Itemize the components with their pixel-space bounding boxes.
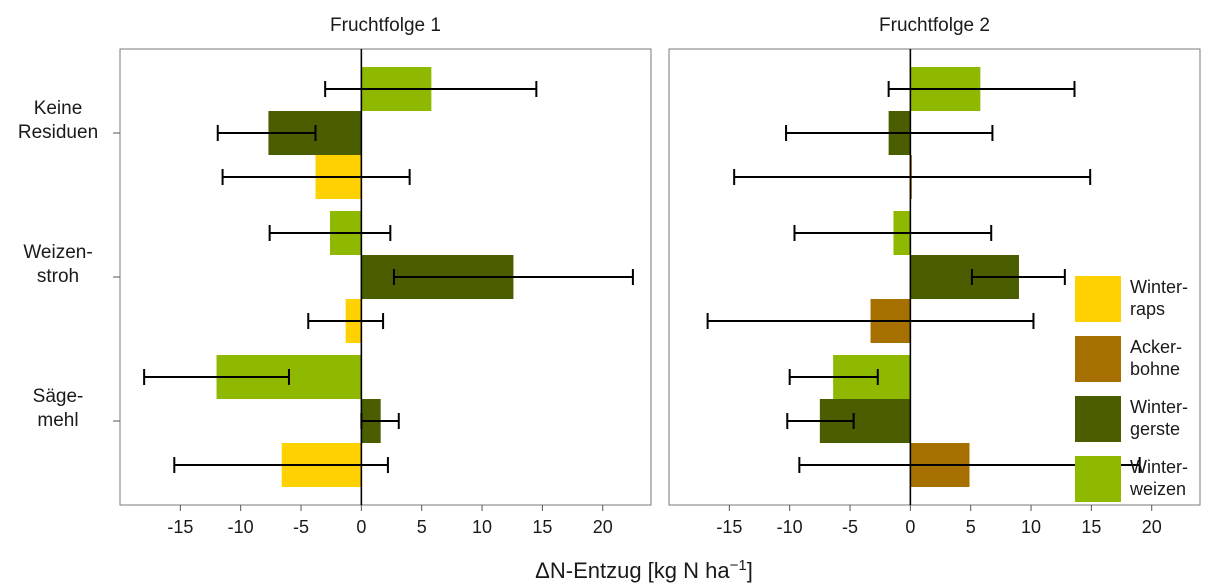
panel-title: Fruchtfolge 2 [879, 15, 990, 36]
legend-label: Winter- [1130, 457, 1188, 477]
x-tick-label: 0 [356, 517, 366, 537]
x-tick-label: 15 [1081, 517, 1101, 537]
x-tick-label: 10 [1021, 517, 1041, 537]
x-tick-label: 5 [417, 517, 427, 537]
svg-text:Säge-: Säge- [33, 386, 84, 407]
svg-text:stroh: stroh [37, 266, 79, 287]
legend: Winter-rapsAcker-bohneWinter-gersteWinte… [1075, 276, 1188, 502]
legend-label: Winter- [1130, 277, 1188, 297]
error-bar-bohne [733, 169, 1092, 185]
x-tick-label: -10 [228, 517, 254, 537]
error-bar-weizen [793, 225, 993, 241]
x-tick-label: -15 [716, 517, 742, 537]
error-bar-weizen [887, 81, 1076, 97]
x-tick-label: 20 [593, 517, 613, 537]
x-tick-label: 5 [966, 517, 976, 537]
x-tick-label: 20 [1142, 517, 1162, 537]
legend-label: weizen [1129, 479, 1186, 499]
category-label: Weizen-stroh [23, 242, 92, 287]
error-bar-gerste [970, 269, 1066, 285]
x-tick-label: 0 [905, 517, 915, 537]
x-tick-label: -5 [842, 517, 858, 537]
error-bar-weizen [143, 369, 290, 385]
panel-2: Fruchtfolge 2 -15 -10 -5 0 5 10 15 20 [668, 15, 1201, 537]
category-label: Säge-mehl [33, 386, 84, 431]
x-axis-label: ΔN-Entzug [kg N ha−1] [535, 557, 753, 584]
svg-text:Residuen: Residuen [18, 122, 98, 143]
panels: Fruchtfolge 1-15 -10 -5 0 5 10 15 20Fruchtfolge… [119, 15, 1201, 537]
x-tick-label: 15 [532, 517, 552, 537]
svg-text:Keine: Keine [34, 98, 83, 119]
legend-entry-bohne: Acker-bohne [1075, 336, 1182, 382]
error-bar-weizen [268, 225, 392, 241]
legend-swatch [1075, 456, 1121, 502]
legend-swatch [1075, 396, 1121, 442]
error-bar-gerste [360, 413, 400, 429]
x-tick-label: 10 [472, 517, 492, 537]
panel-1: Fruchtfolge 1 -15 -10 -5 0 5 10 15 20 [119, 15, 652, 537]
legend-label: Winter- [1130, 397, 1188, 417]
error-bar-weizen [788, 369, 879, 385]
category-label: Keine Residuen [18, 98, 98, 143]
legend-label: raps [1130, 299, 1165, 319]
error-bar-gerste [786, 413, 855, 429]
panel-frame [668, 48, 1201, 506]
panel-title: Fruchtfolge 1 [330, 15, 441, 36]
error-bar-raps [307, 313, 385, 329]
svg-text:mehl: mehl [37, 410, 78, 431]
error-bar-gerste [785, 125, 994, 141]
legend-swatch [1075, 276, 1121, 322]
error-bar-raps [221, 169, 411, 185]
x-tick-label: -15 [167, 517, 193, 537]
error-bar-bohne [706, 313, 1035, 329]
error-bar-gerste [216, 125, 317, 141]
legend-entry-weizen: Winter-weizen [1075, 456, 1188, 502]
legend-label: bohne [1130, 359, 1180, 379]
category-axis: Keine Residuen Weizen-stroh Säge-mehl [18, 98, 120, 431]
svg-text:Weizen-: Weizen- [23, 242, 92, 263]
error-bar-gerste [392, 269, 634, 285]
x-tick-label: -10 [777, 517, 803, 537]
legend-entry-raps: Winter-raps [1075, 276, 1188, 322]
error-bar-raps [173, 457, 389, 473]
x-tick-label: -5 [293, 517, 309, 537]
error-bar-weizen [324, 81, 538, 97]
legend-swatch [1075, 336, 1121, 382]
legend-label: gerste [1130, 419, 1180, 439]
legend-entry-gerste: Winter-gerste [1075, 396, 1188, 442]
legend-label: Acker- [1130, 337, 1182, 357]
